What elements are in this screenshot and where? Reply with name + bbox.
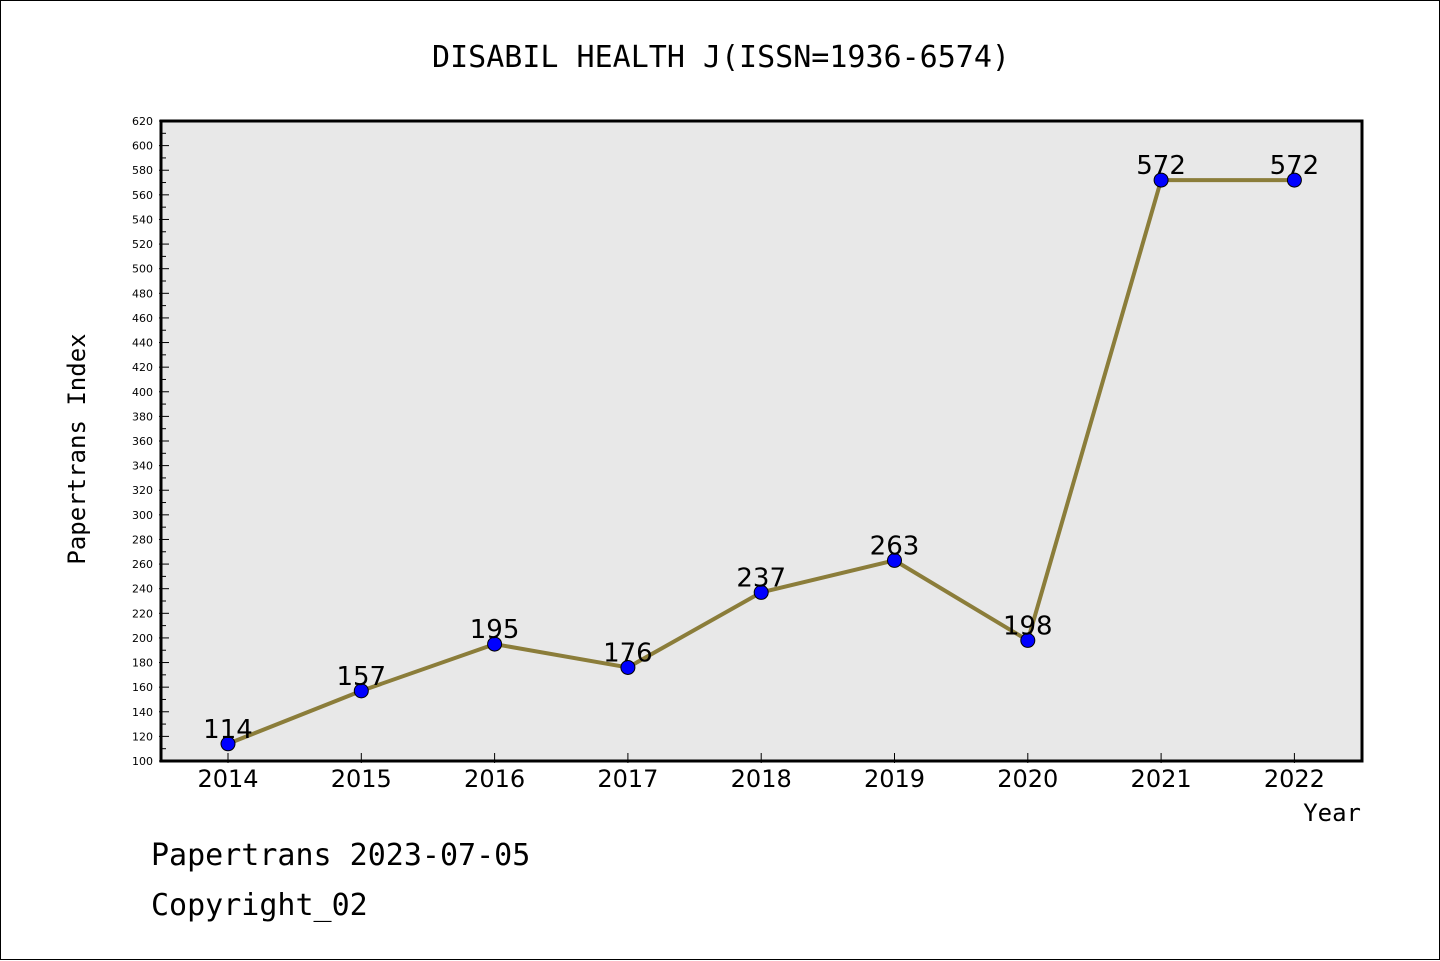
data-point	[1020, 632, 1036, 648]
data-label: 237	[736, 563, 786, 593]
y-tick-label: 600	[132, 140, 153, 153]
y-tick-label: 100	[132, 755, 153, 768]
footer-date: Papertrans 2023-07-05	[151, 838, 530, 873]
y-tick-label: 420	[132, 361, 153, 374]
y-tick-label: 160	[132, 681, 153, 694]
data-label: 198	[1003, 611, 1053, 641]
data-point	[487, 636, 503, 652]
data-point	[620, 659, 636, 675]
x-tick-label: 2015	[331, 765, 392, 793]
y-tick-label: 140	[132, 706, 153, 719]
y-axis: 100 120 140 160 180 200 220 240 260 280 300 320 340 3…	[132, 115, 169, 768]
footer-copyright: Copyright_02	[151, 888, 368, 923]
y-tick-label: 560	[132, 189, 153, 202]
y-tick-label: 620	[132, 115, 153, 128]
y-tick-label: 540	[132, 213, 153, 226]
chart-title: DISABIL HEALTH J(ISSN=1936-6574)	[432, 40, 1010, 75]
data-point	[1286, 172, 1302, 188]
data-labels: 114 157 195 176 237 263 198 572 572	[203, 151, 1319, 745]
data-point	[753, 584, 769, 600]
data-point	[1153, 172, 1169, 188]
y-tick-label: 340	[132, 460, 153, 473]
y-tick-label: 300	[132, 509, 153, 522]
y-tick-label: 240	[132, 583, 153, 596]
y-tick-label: 480	[132, 287, 153, 300]
y-tick-label: 120	[132, 730, 153, 743]
y-tick-label: 320	[132, 484, 153, 497]
data-label: 114	[203, 715, 253, 745]
x-tick-label: 2022	[1264, 765, 1325, 793]
x-axis: 2014 2015 2016 2017 2018 2019 2020 2021 2022	[197, 753, 1325, 793]
y-axis-label: Papertrans Index	[63, 333, 91, 564]
x-tick-label: 2018	[731, 765, 792, 793]
x-tick-label: 2017	[597, 765, 658, 793]
plot-area	[159, 119, 1364, 763]
y-tick-label: 380	[132, 410, 153, 423]
y-tick-label: 360	[132, 435, 153, 448]
y-tick-label: 440	[132, 337, 153, 350]
data-point	[220, 736, 236, 752]
x-axis-label: Year	[1303, 799, 1361, 827]
x-tick-label: 2019	[864, 765, 925, 793]
y-tick-label: 180	[132, 657, 153, 670]
data-label: 263	[870, 531, 920, 561]
y-tick-label: 260	[132, 558, 153, 571]
y-tick-label: 200	[132, 632, 153, 645]
y-tick-label: 280	[132, 533, 153, 546]
data-label: 176	[603, 638, 653, 668]
data-label: 195	[470, 615, 520, 645]
x-tick-label: 2020	[997, 765, 1058, 793]
y-tick-label: 400	[132, 386, 153, 399]
y-tick-label: 580	[132, 164, 153, 177]
data-point	[887, 552, 902, 568]
y-tick-label: 460	[132, 312, 153, 325]
y-tick-label: 500	[132, 263, 153, 276]
x-tick-label: 2014	[197, 765, 258, 793]
y-tick-label: 220	[132, 607, 153, 620]
data-label: 157	[336, 662, 386, 692]
x-tick-label: 2021	[1131, 765, 1192, 793]
data-point	[353, 683, 369, 699]
series-line	[220, 172, 1302, 752]
data-label: 572	[1136, 151, 1186, 181]
data-label: 572	[1270, 151, 1320, 181]
x-tick-label: 2016	[464, 765, 525, 793]
y-tick-label: 520	[132, 238, 153, 251]
